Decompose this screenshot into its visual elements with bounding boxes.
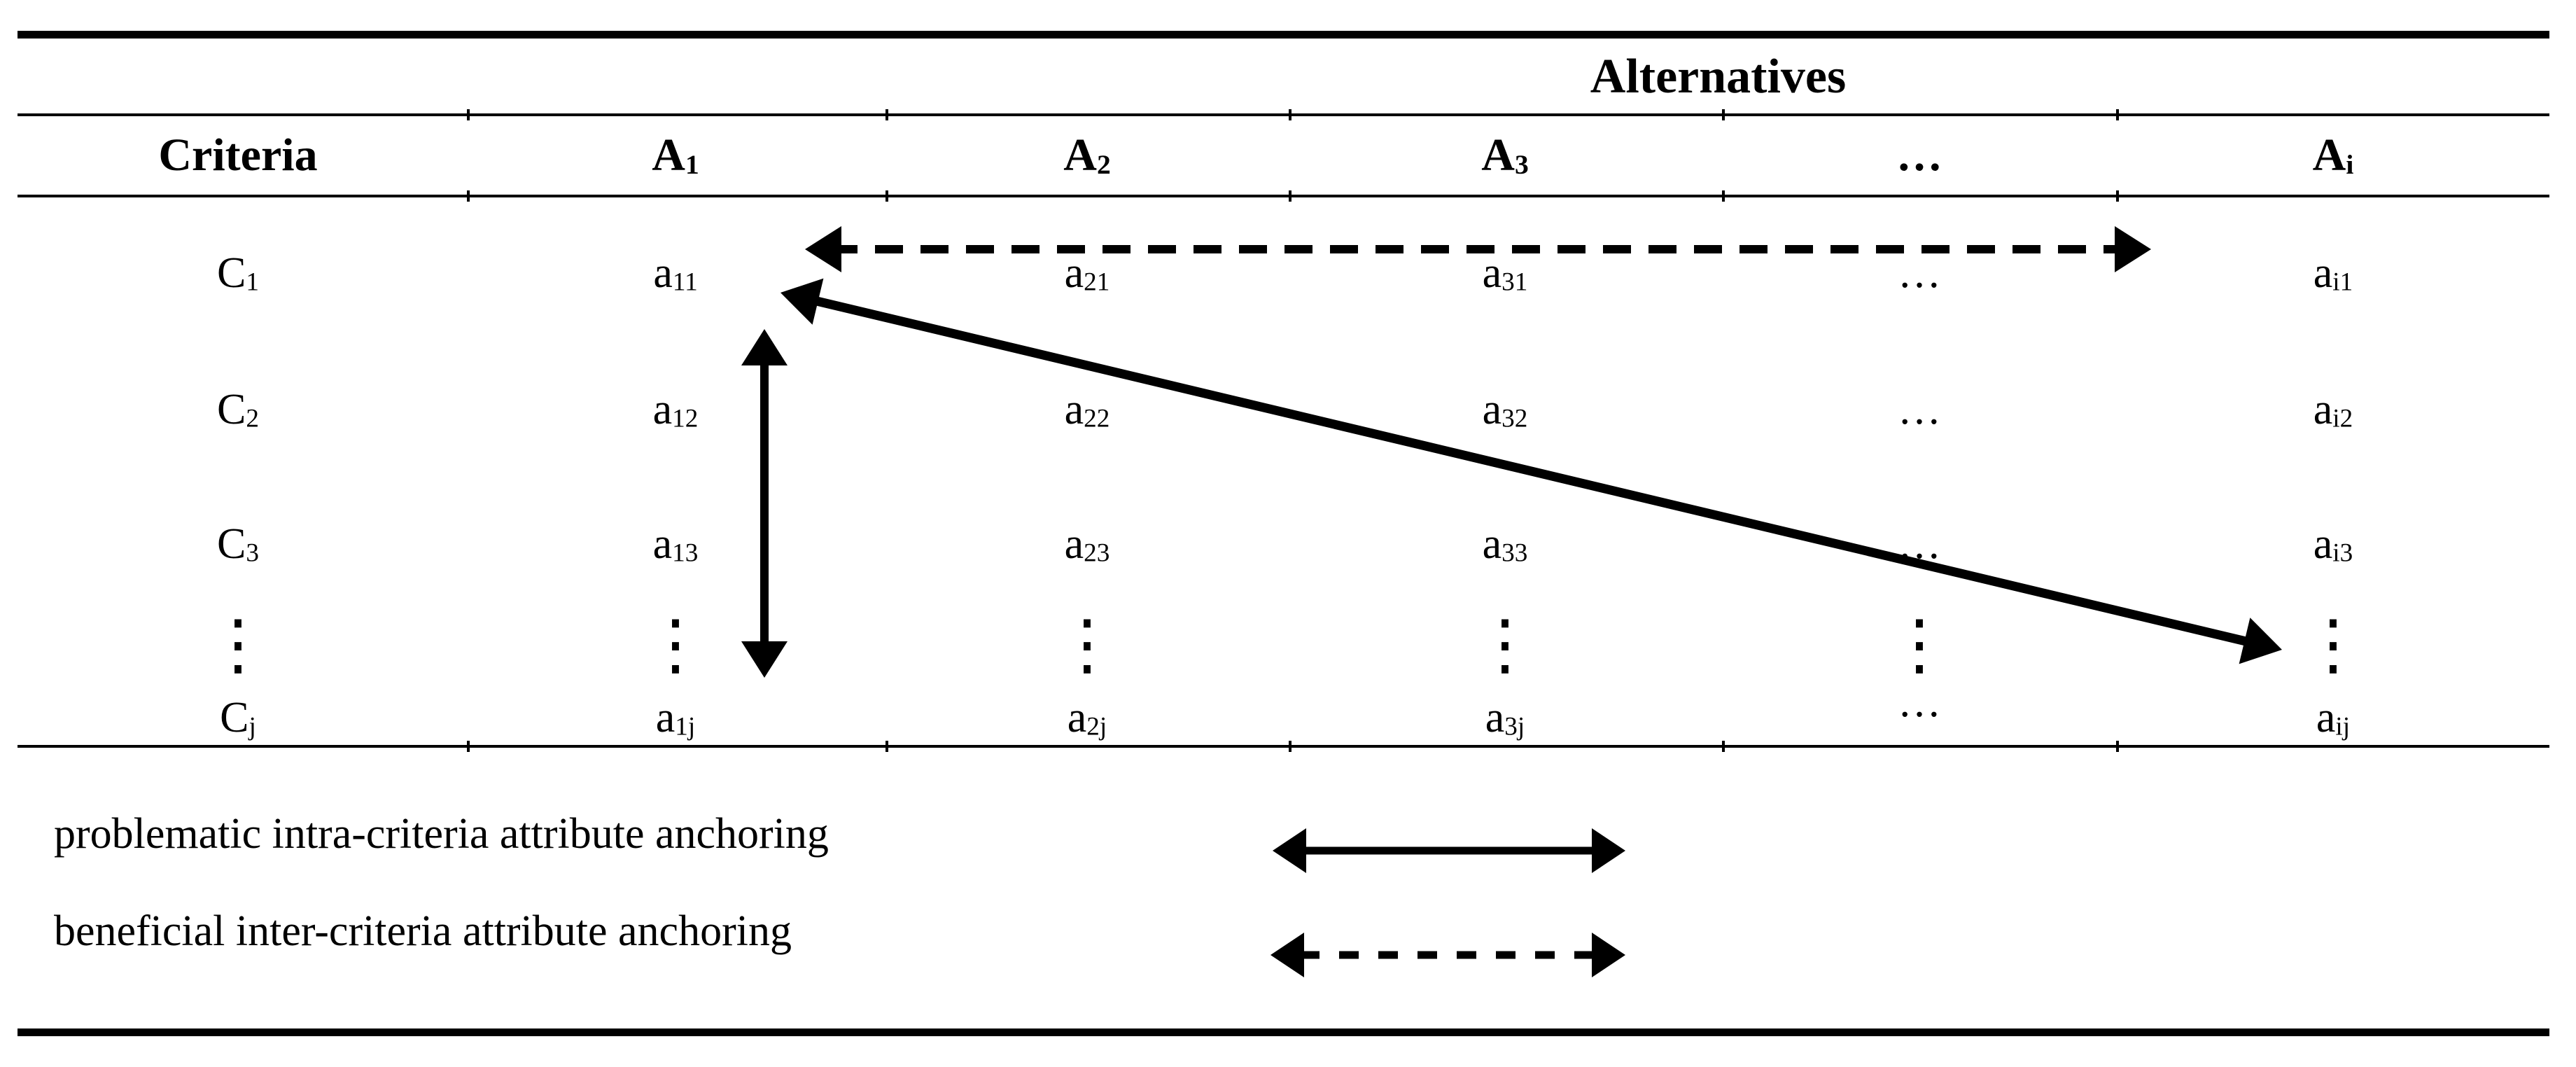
column-tick xyxy=(886,190,888,202)
rule-under-alternatives xyxy=(18,113,2549,116)
rule-under-column-headers xyxy=(18,195,2549,197)
cell-a11: a11 xyxy=(653,249,698,297)
column-tick xyxy=(1289,190,1292,202)
vertical-ellipsis-criteria: ⋮ xyxy=(204,605,272,683)
col-header-criteria: Criteria xyxy=(158,130,318,181)
cell-ai2: ai2 xyxy=(2313,386,2353,433)
cell-a32: a32 xyxy=(1482,386,1528,433)
cell-ellipsis-r2: … xyxy=(1898,386,1941,433)
vertical-ellipsis-a2: ⋮ xyxy=(1054,605,1121,683)
column-tick xyxy=(886,741,888,752)
cell-a13: a13 xyxy=(652,520,699,568)
vertical-ellipsis-a1: ⋮ xyxy=(642,605,709,683)
col-header-ellipsis: … xyxy=(1896,130,1942,181)
rule-under-matrix-body xyxy=(18,745,2549,748)
legend-solid-arrow xyxy=(1273,828,1625,873)
column-tick xyxy=(1722,190,1725,202)
top-border-rule xyxy=(18,31,2549,39)
cell-a22: a22 xyxy=(1064,386,1110,433)
column-tick xyxy=(2116,109,2119,120)
column-tick xyxy=(1289,109,1292,120)
col-header-a3: A3 xyxy=(1481,130,1529,181)
column-tick xyxy=(2116,190,2119,202)
cell-a3j: a3j xyxy=(1485,694,1525,741)
cell-a12: a12 xyxy=(652,386,699,433)
cell-a31: a31 xyxy=(1482,249,1528,297)
column-tick xyxy=(1722,741,1725,752)
cell-ai1: ai1 xyxy=(2313,249,2353,297)
cell-a23: a23 xyxy=(1064,520,1110,568)
col-header-ai: Ai xyxy=(2312,130,2354,181)
column-tick xyxy=(1289,741,1292,752)
column-tick xyxy=(467,741,470,752)
column-tick xyxy=(2116,741,2119,752)
cell-ellipsis-r3: … xyxy=(1898,520,1941,568)
column-tick xyxy=(1722,109,1725,120)
vertical-ellipsis-ai: ⋮ xyxy=(2300,605,2367,683)
column-tick xyxy=(467,109,470,120)
cell-a21: a21 xyxy=(1064,249,1110,297)
row-header-cj: Cj xyxy=(220,694,256,741)
legend-dashed-arrow xyxy=(1270,933,1625,977)
legend-intra-criteria-label: problematic intra-criteria attribute anc… xyxy=(54,810,829,858)
cell-ellipsis-rj: … xyxy=(1898,678,1941,726)
vertical-ellipsis-a3: ⋮ xyxy=(1471,605,1539,683)
col-header-a2: A2 xyxy=(1063,130,1111,181)
cell-a1j: a1j xyxy=(655,694,696,741)
alternatives-group-header: Alternatives xyxy=(1590,50,1847,104)
column-tick xyxy=(467,190,470,202)
row-header-c2: C2 xyxy=(217,386,259,433)
cell-ellipsis-r1: … xyxy=(1898,249,1941,297)
bottom-border-rule xyxy=(18,1028,2549,1036)
cell-aij: aij xyxy=(2316,694,2351,741)
col-header-a1: A1 xyxy=(652,130,699,181)
cell-a2j: a2j xyxy=(1067,694,1107,741)
row-header-c3: C3 xyxy=(217,520,259,568)
row-header-c1: C1 xyxy=(217,249,259,297)
legend-inter-criteria-label: beneficial inter-criteria attribute anch… xyxy=(54,907,792,955)
column-tick xyxy=(886,109,888,120)
cell-ai3: ai3 xyxy=(2313,520,2353,568)
cell-a33: a33 xyxy=(1482,520,1528,568)
